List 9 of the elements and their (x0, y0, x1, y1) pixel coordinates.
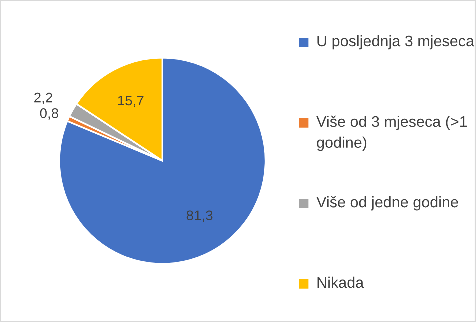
data-label: 2,2 (34, 92, 52, 104)
data-label: 0,8 (40, 108, 58, 120)
data-label: 15,7 (118, 96, 144, 108)
legend-label: Nikada (318, 276, 364, 288)
data-label: 81,3 (186, 210, 213, 222)
legend-label: Više od 3 mjeseca (>1 godine) (316, 116, 468, 152)
pie-slice (58, 57, 267, 265)
legend-label: U posljednja 3 mjeseca (318, 35, 474, 50)
legend-label: Više od jedne godine (316, 196, 458, 211)
